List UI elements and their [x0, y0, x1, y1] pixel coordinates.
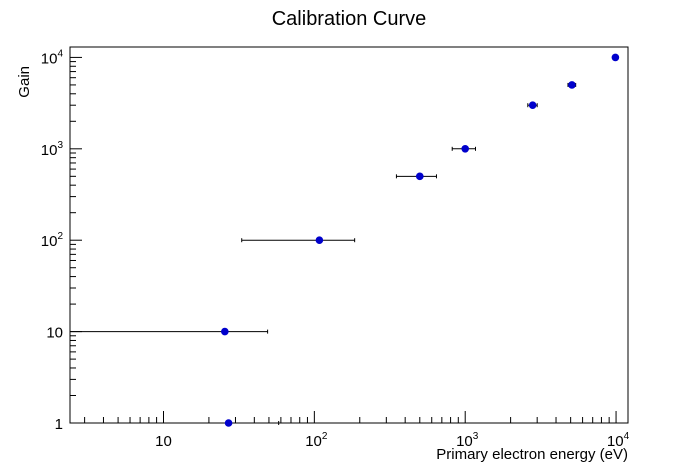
x-tick-label: 102: [305, 431, 328, 450]
y-axis-ticks: [70, 56, 82, 424]
error-bars: [70, 55, 618, 425]
data-point: [221, 327, 229, 336]
y-tick-label: 102: [41, 231, 64, 250]
y-tick-labels: 1 10 102 103 104: [41, 48, 64, 433]
data-point: [568, 81, 576, 89]
y-tick-label: 103: [41, 140, 64, 159]
y-axis-label: Gain: [16, 66, 33, 98]
data-point: [461, 145, 470, 153]
x-axis-label: Primary electron energy (eV): [436, 446, 628, 463]
data-point: [224, 419, 233, 427]
y-tick-label: 104: [41, 48, 64, 67]
y-tick-label: 10: [46, 325, 63, 342]
data-point: [415, 172, 424, 181]
data-point: [528, 101, 537, 110]
y-tick-label: 1: [55, 416, 63, 433]
x-tick-label: 10: [155, 433, 172, 450]
data-markers: [221, 53, 620, 427]
chart-title: Calibration Curve: [272, 8, 427, 30]
data-point: [611, 53, 620, 62]
plot-frame: [69, 46, 629, 424]
data-point: [315, 236, 324, 245]
x-axis-ticks: [84, 411, 617, 423]
